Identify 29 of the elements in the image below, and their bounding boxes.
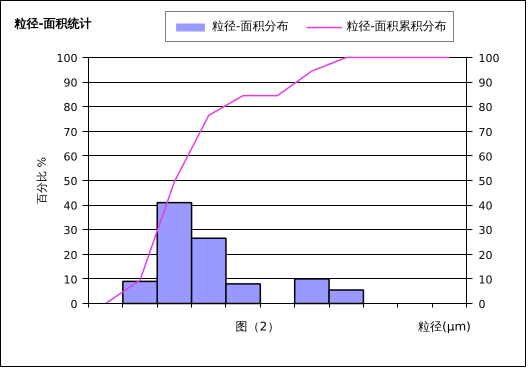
- y2-tick-label: 100: [478, 52, 500, 65]
- y-tick-label: 90: [64, 76, 78, 90]
- y-tick-label: 60: [64, 150, 78, 164]
- y2-tick-label: 60: [478, 150, 492, 164]
- y2-tick-label: 0: [478, 298, 486, 311]
- y-tick-label: 70: [64, 126, 78, 139]
- x-axis-title: 粒径(μm): [418, 320, 471, 334]
- legend-label: 粒径-面积累积分布: [346, 18, 447, 35]
- y-tick-label: 10: [64, 273, 78, 286]
- legend-label: 粒径-面积分布: [212, 18, 288, 35]
- y-tick-label: 80: [64, 101, 78, 114]
- y2-tick-label: 10: [478, 273, 492, 286]
- y-tick-label: 30: [64, 224, 78, 238]
- y2-tick-label: 30: [478, 224, 492, 238]
- y-tick-label: 50: [64, 175, 78, 188]
- text: 图（2）: [236, 320, 280, 334]
- y-tick-label: 100: [56, 52, 78, 65]
- chart-title: 粒径-面积统计: [14, 16, 92, 30]
- y2-tick-label: 80: [478, 101, 492, 114]
- y2-tick-label: 40: [478, 200, 492, 213]
- y-tick-label: 20: [64, 248, 78, 262]
- y-tick-label: 0: [70, 298, 78, 311]
- y2-tick-label: 20: [478, 248, 492, 262]
- line-series: [104, 56, 450, 304]
- y2-tick-label: 70: [478, 126, 492, 139]
- y-tick-label: 40: [64, 200, 78, 213]
- y2-tick-label: 90: [478, 76, 492, 90]
- y-axis-title: 百分比 %: [36, 157, 49, 204]
- y2-tick-label: 50: [478, 175, 492, 188]
